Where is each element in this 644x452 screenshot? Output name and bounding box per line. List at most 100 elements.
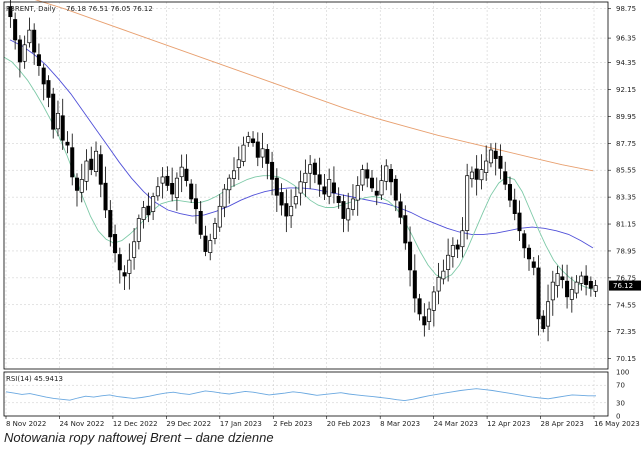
candle-body <box>122 272 127 277</box>
candle-body <box>474 168 479 180</box>
x-tick-label: 29 Dec 2022 <box>166 420 211 428</box>
y-tick-label: 98.75 <box>616 5 636 13</box>
candle-body <box>317 174 322 185</box>
candle-body <box>212 223 217 239</box>
candle-body <box>422 316 427 326</box>
candle-body <box>479 169 484 181</box>
candle-body <box>360 169 365 186</box>
candle-body <box>279 192 284 206</box>
candle-body <box>289 205 294 217</box>
candle-body <box>198 210 203 235</box>
y-tick-label: 81.15 <box>616 221 636 229</box>
y-tick-label: 72.35 <box>616 328 636 336</box>
candle-body <box>541 315 546 329</box>
candle-body <box>493 150 498 159</box>
candle-body <box>51 93 56 130</box>
candle-body <box>255 141 260 158</box>
x-tick-label: 16 May 2023 <box>594 420 640 428</box>
rsi-panel <box>4 384 608 404</box>
candle-body <box>336 195 341 203</box>
candle-body <box>417 298 422 315</box>
candle-body <box>327 179 332 197</box>
rsi-tick-label: 100 <box>616 369 629 377</box>
candle-body <box>350 198 355 210</box>
candle-body <box>141 207 146 220</box>
candle-body <box>298 181 303 194</box>
sma-fast-line <box>3 56 594 290</box>
candle-body <box>498 155 503 169</box>
candle-body <box>65 141 70 146</box>
candle-body <box>217 205 222 228</box>
candle-body <box>503 171 508 185</box>
candles <box>8 0 598 342</box>
candle-body <box>507 184 512 201</box>
candle-body <box>565 280 570 298</box>
candle-body <box>588 280 593 289</box>
chart-background <box>0 0 644 432</box>
candle-body <box>79 179 84 193</box>
candle-body <box>251 138 256 144</box>
price-plot-frame <box>3 1 609 370</box>
y-tick-label: 78.95 <box>616 247 636 255</box>
axes: 98.75 96.35 94.35 92.15 89.95 87.75 85.55 83.35… <box>3 1 641 428</box>
candle-body <box>369 177 375 189</box>
candle-body <box>89 158 94 170</box>
candle-body <box>365 169 370 179</box>
candle-body <box>522 233 527 249</box>
candle-body <box>136 218 141 242</box>
candle-body <box>584 275 589 285</box>
candle-body <box>108 210 113 238</box>
y-tick-label: 76.75 <box>616 274 636 282</box>
rsi-line <box>5 388 596 402</box>
candle-body <box>170 182 175 195</box>
candle-body <box>560 276 565 281</box>
candle-body <box>60 115 65 141</box>
candle-body <box>94 150 99 172</box>
candle-body <box>403 215 408 244</box>
rsi-plot-frame <box>3 371 609 417</box>
y-tick-label: 70.15 <box>616 355 636 363</box>
candle-body <box>160 176 165 184</box>
candle-body <box>355 185 360 201</box>
candle-body <box>74 177 80 191</box>
candle-body <box>27 29 32 44</box>
x-tick-label: 24 Mar 2023 <box>434 420 478 428</box>
candle-body <box>393 178 398 201</box>
candle-body <box>446 254 451 270</box>
rsi-tick-label: 30 <box>616 399 625 407</box>
candle-body <box>32 29 37 53</box>
candle-body <box>274 177 279 196</box>
candle-body <box>241 144 246 162</box>
candle-body <box>260 148 265 158</box>
candle-body <box>427 308 432 322</box>
candle-body <box>331 182 336 194</box>
candle-body <box>450 245 455 257</box>
candle-body <box>193 198 198 210</box>
candle-body <box>389 169 394 183</box>
candle-body <box>531 261 536 268</box>
candle-body <box>536 267 541 320</box>
grid <box>4 2 608 416</box>
candle-body <box>46 80 51 98</box>
chart-caption: Notowania ropy naftowej Brent – dane dzi… <box>4 430 274 445</box>
candle-body <box>179 166 184 178</box>
candle-body <box>374 190 379 196</box>
candle-body <box>379 180 384 196</box>
candle-body <box>469 171 474 180</box>
candle-body <box>303 172 308 183</box>
candle-body <box>517 212 522 232</box>
candle-body <box>103 182 108 211</box>
candle-body <box>117 254 122 271</box>
candle-body <box>189 183 194 200</box>
candle-body <box>431 291 436 311</box>
candle-body <box>13 19 18 41</box>
candle-body <box>512 199 517 214</box>
candle-body <box>55 112 60 130</box>
candle-body <box>465 175 470 231</box>
last-price-label: 76.12 <box>613 282 633 290</box>
candle-body <box>203 235 208 252</box>
candle-body <box>113 234 118 254</box>
x-tick-label: 2 Feb 2023 <box>273 420 312 428</box>
candle-body <box>284 203 289 217</box>
candle-body <box>270 161 275 180</box>
